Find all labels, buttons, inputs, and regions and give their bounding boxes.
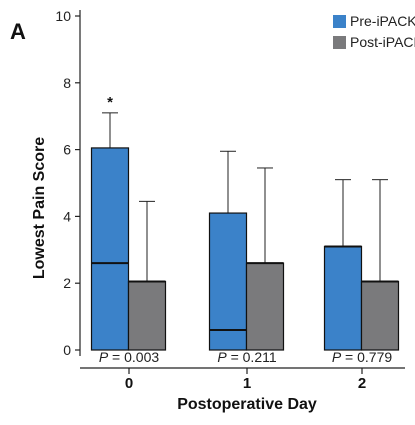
legend-label: Pre-iPACK: [350, 13, 415, 29]
p-value-label: P = 0.779: [332, 349, 393, 365]
x-tick-label: 2: [358, 375, 366, 392]
y-tick-label: 6: [63, 142, 71, 158]
x-tick-label: 1: [243, 375, 251, 392]
box-pre-ipack: [90, 147, 130, 351]
box-post-ipack: [245, 262, 285, 351]
legend-swatch: [333, 36, 346, 49]
legend: Pre-iPACK Post-iPACK: [333, 13, 415, 50]
panel-label: A: [10, 19, 26, 44]
x-axis-title: Postoperative Day: [177, 396, 317, 413]
p-value-label: P = 0.003: [99, 349, 160, 365]
y-axis-title: Lowest Pain Score: [31, 137, 48, 279]
box-post-ipack: [127, 280, 167, 351]
y-tick-label: 2: [63, 275, 71, 291]
legend-swatch: [333, 15, 346, 28]
box-pre-ipack: [208, 212, 248, 351]
y-tick-label: 10: [55, 8, 71, 24]
p-value-label: P = 0.211: [217, 349, 277, 365]
legend-label: Post-iPACK: [350, 34, 415, 50]
y-tick-label: 8: [63, 75, 71, 91]
y-tick-label: 0: [63, 342, 71, 358]
significance-star: *: [107, 94, 113, 111]
x-tick-label: 0: [125, 375, 133, 392]
y-tick-label: 4: [63, 208, 71, 224]
box-post-ipack: [360, 280, 400, 351]
plot-area: 0 2 4 6 8 10 * P = 0.003 P = 0.211 P = 0.779 0 1 2: [55, 8, 405, 392]
box-pre-ipack: [323, 245, 363, 351]
